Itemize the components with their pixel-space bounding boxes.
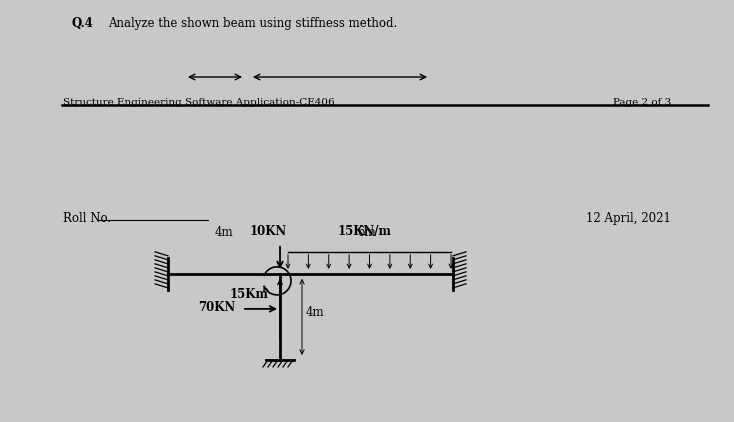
Text: Q.4: Q.4 [72, 17, 94, 30]
Text: 4m: 4m [214, 226, 233, 239]
Text: 15Km: 15Km [230, 288, 269, 301]
Text: 15KN/m: 15KN/m [338, 225, 391, 238]
Text: Page 2 of 3: Page 2 of 3 [613, 98, 671, 107]
Text: Analyze the shown beam using stiffness method.: Analyze the shown beam using stiffness m… [108, 17, 397, 30]
Text: Structure Engineering Software Application-CE406: Structure Engineering Software Applicati… [63, 98, 335, 107]
Text: Roll No.: Roll No. [63, 212, 111, 225]
Text: 70KN: 70KN [198, 301, 236, 314]
Text: 12 April, 2021: 12 April, 2021 [586, 212, 671, 225]
Text: 10KN: 10KN [250, 225, 287, 238]
Text: 6m: 6m [357, 226, 376, 239]
Text: 4m: 4m [306, 306, 324, 319]
